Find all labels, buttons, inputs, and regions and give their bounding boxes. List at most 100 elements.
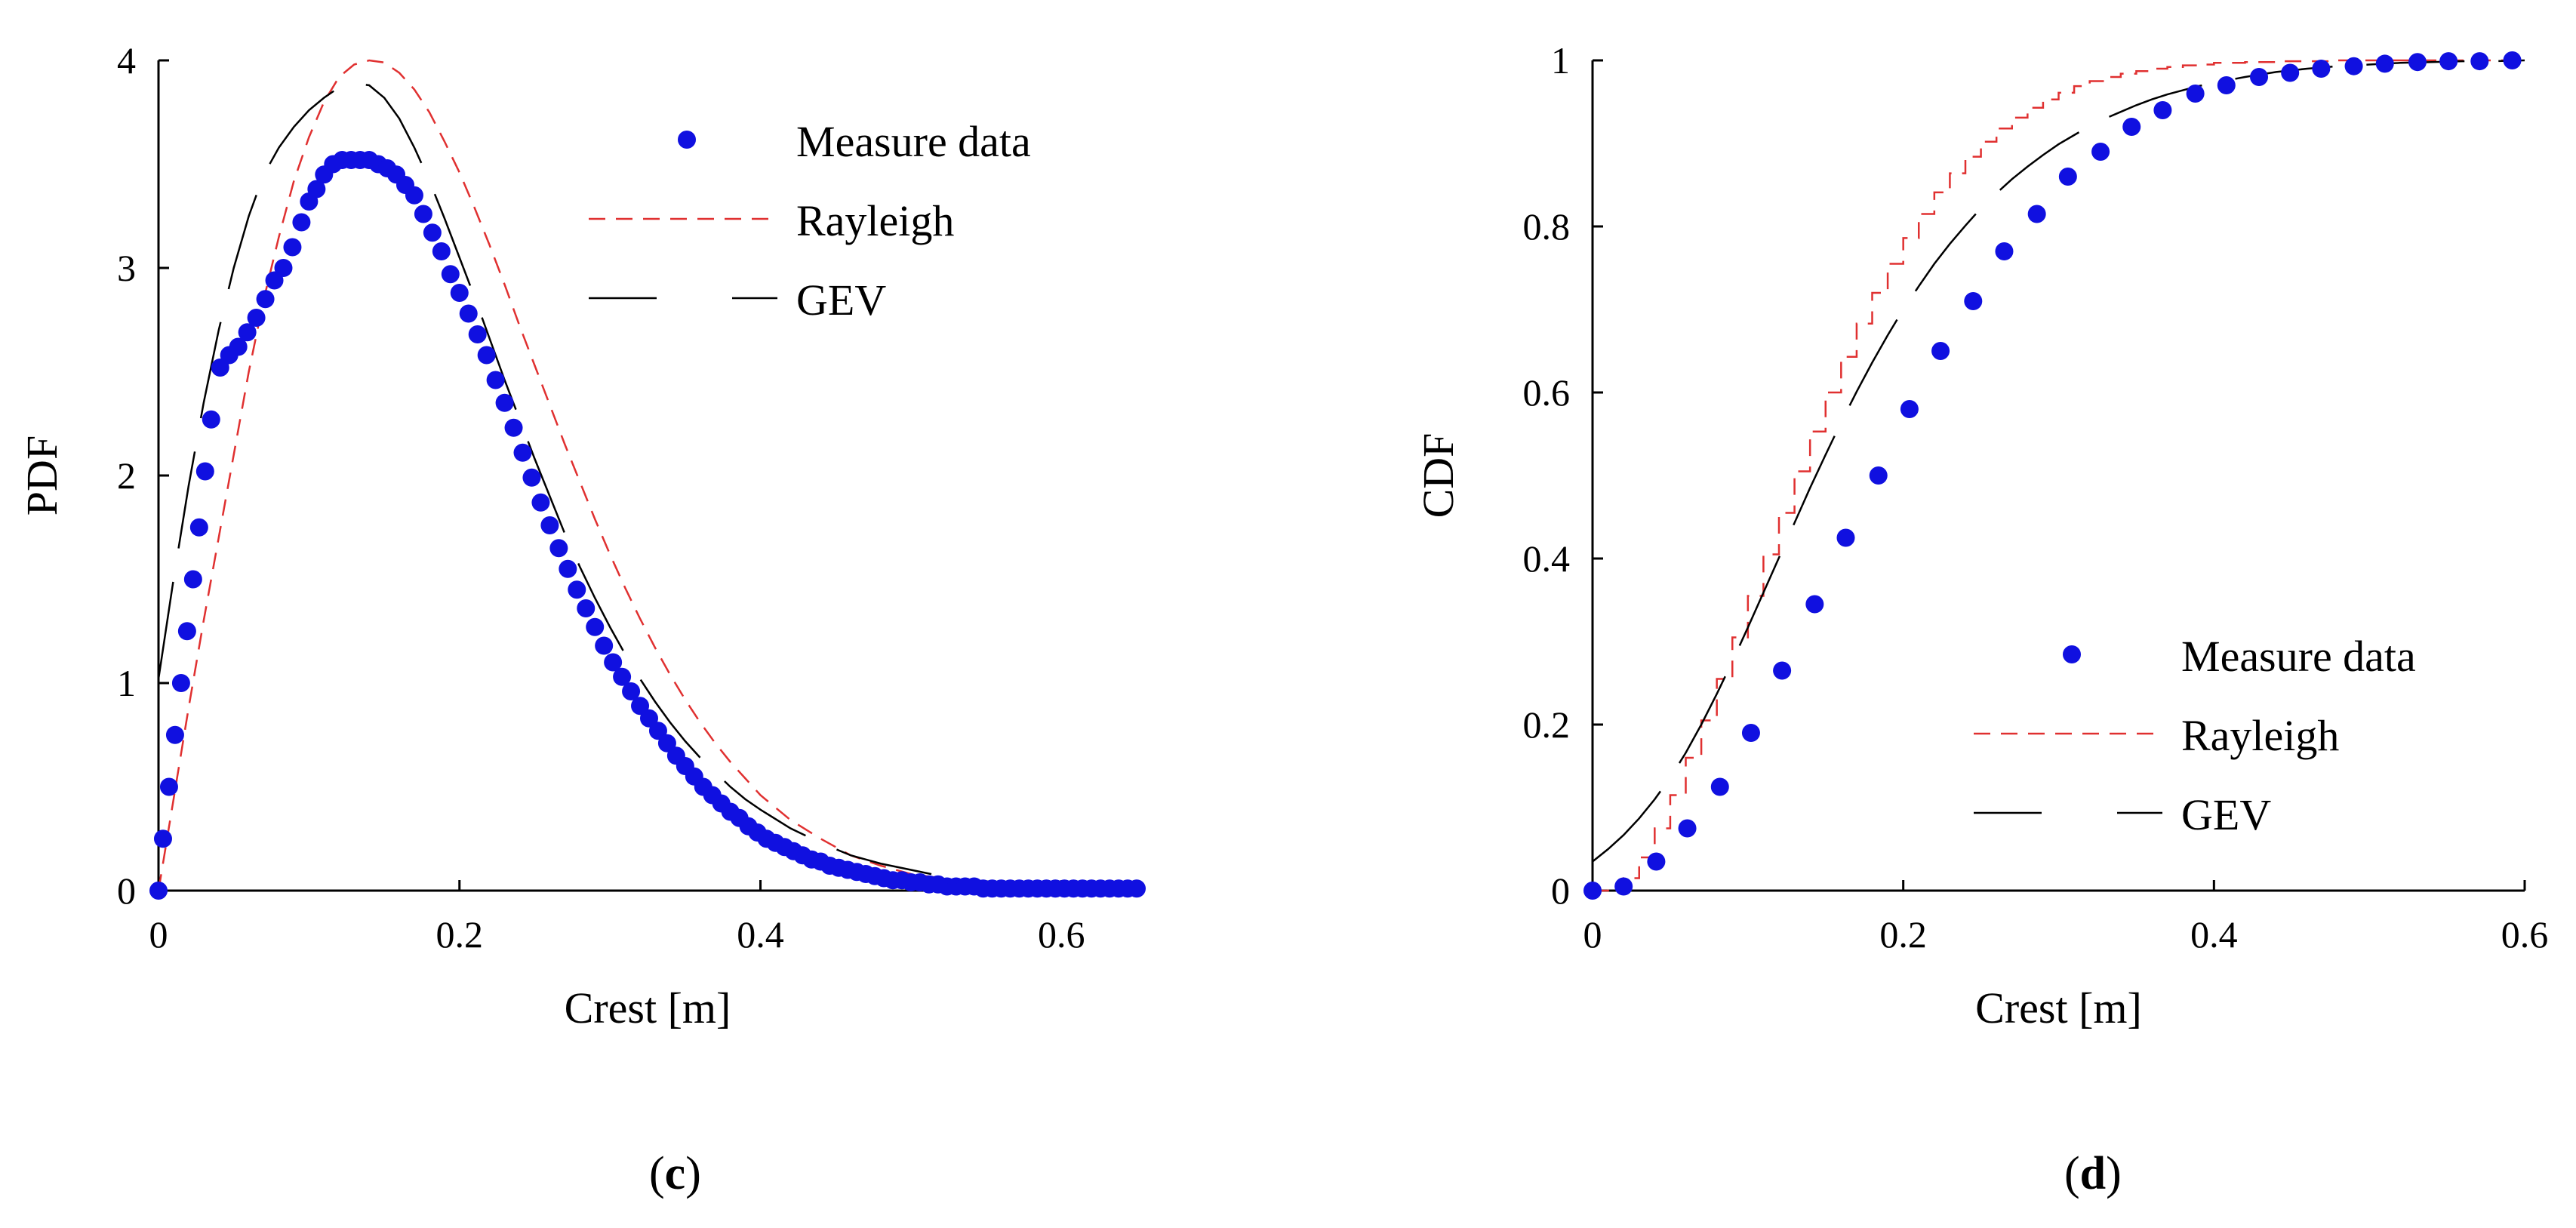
- pdf-x-tick-label: 0.4: [737, 913, 784, 956]
- cdf-measure-point: [2186, 85, 2205, 103]
- pdf-measure-point: [238, 323, 257, 342]
- pdf-measure-point: [265, 271, 284, 290]
- panel-letter: d: [2080, 1148, 2106, 1199]
- panel-close-paren: ): [685, 1148, 701, 1199]
- pdf-y-axis-label: PDF: [17, 435, 66, 516]
- pdf-measure-point: [595, 636, 614, 655]
- cdf-x-axis-label: Crest [m]: [1975, 983, 2142, 1033]
- cdf-measure-point: [2408, 53, 2427, 72]
- pdf-measure-point: [159, 777, 178, 796]
- pdf-measure-point: [657, 734, 676, 752]
- cdf-measure-point: [2250, 68, 2269, 86]
- cdf-measure-point: [1931, 342, 1950, 360]
- cdf-x-tick-label: 0: [1583, 913, 1602, 956]
- cdf-measure-point: [1869, 466, 1888, 485]
- pdf-measure-point: [495, 393, 514, 412]
- pdf-measure-point: [568, 580, 586, 599]
- cdf-measure-point: [1900, 400, 1919, 418]
- pdf-legend-marker-dot: [678, 131, 696, 149]
- pdf-measure-point: [307, 180, 326, 199]
- pdf-measure-point: [477, 346, 496, 365]
- pdf-measure-point: [504, 418, 523, 437]
- pdf-x-tick-label: 0: [149, 913, 168, 956]
- pdf-measure-point: [247, 309, 266, 327]
- panel-letter: c: [665, 1148, 686, 1199]
- pdf-measure-point: [202, 410, 220, 429]
- cdf-measure-point: [1710, 777, 1729, 796]
- cdf-y-tick-label: 0: [1551, 869, 1570, 912]
- cdf-legend-label: GEV: [2181, 790, 2271, 839]
- cdf-y-tick-label: 0.6: [1523, 371, 1571, 414]
- cdf-series-rayleigh: [1593, 59, 2525, 892]
- cdf-measure-point: [2439, 52, 2458, 71]
- pdf-measure-point: [450, 284, 469, 302]
- pdf-y-tick-label: 3: [117, 247, 136, 289]
- pdf-y-tick-label: 1: [117, 662, 136, 704]
- pdf-legend-label: Rayleigh: [796, 196, 954, 245]
- pdf-measure-point: [274, 259, 293, 277]
- pdf-measure-point: [229, 337, 248, 356]
- cdf-measure-point: [2281, 63, 2300, 82]
- pdf-x-axis-label: Crest [m]: [565, 983, 731, 1033]
- pdf-y-tick-label: 0: [117, 869, 136, 912]
- cdf-x-tick-label: 0.6: [2501, 913, 2549, 956]
- cdf-measure-point: [2470, 52, 2489, 71]
- cdf-measure-point: [1647, 852, 1666, 871]
- pdf-measure-point: [613, 667, 632, 686]
- cdf-series-gev: [1592, 59, 2525, 863]
- cdf-y-tick-label: 0.2: [1523, 703, 1571, 746]
- cdf-measure-point: [1805, 595, 1824, 614]
- pdf-measure-point: [586, 617, 605, 636]
- pdf-measure-point: [531, 493, 550, 512]
- pdf-series-rayleigh: [157, 59, 1122, 892]
- cdf-legend-marker-dot: [2063, 645, 2081, 663]
- pdf-measure-point: [153, 829, 172, 848]
- pdf-measure-point: [648, 722, 667, 740]
- cdf-y-tick-label: 0.8: [1523, 205, 1571, 248]
- pdf-y-tick-label: 2: [117, 454, 136, 497]
- cdf-measure-point: [1678, 819, 1697, 838]
- pdf-measure-point: [292, 213, 311, 232]
- pdf-measure-point: [256, 290, 275, 309]
- pdf-measure-point: [177, 622, 196, 641]
- pdf-measure-point: [432, 242, 451, 260]
- pdf-measure-point: [540, 516, 559, 534]
- cdf-measure-point: [1614, 877, 1633, 896]
- pdf-measure-point: [549, 539, 568, 558]
- pdf-measure-point: [468, 325, 487, 343]
- pdf-measure-point: [559, 559, 577, 578]
- pdf-measure-point: [149, 882, 168, 900]
- pdf-measure-point: [1128, 879, 1146, 898]
- cdf-measure-point: [2217, 76, 2236, 94]
- pdf-measure-point: [211, 359, 229, 377]
- pdf-measure-point: [486, 371, 505, 389]
- pdf-legend-label: Measure data: [796, 117, 1031, 166]
- panel-close-paren: ): [2106, 1148, 2122, 1199]
- pdf-measure-point: [577, 599, 596, 617]
- cdf-y-tick-label: 0.4: [1523, 537, 1571, 580]
- pdf-panel-label: (c): [649, 1148, 701, 1199]
- pdf-measure-point: [183, 570, 202, 589]
- chart-cdf: 0 0.2 0.4 0.6 0 0.2 0.4 0.6 0.8 1 Crest [m] CDF Meas…: [1414, 39, 2548, 1199]
- pdf-measure-point: [622, 682, 641, 700]
- panel-open-paren: (: [649, 1148, 665, 1199]
- pdf-measure-point: [459, 304, 478, 323]
- pdf-measure-point: [414, 205, 432, 223]
- cdf-measure-point: [1741, 724, 1760, 742]
- cdf-panel-label: (d): [2064, 1148, 2122, 1199]
- panel-open-paren: (: [2064, 1148, 2080, 1199]
- cdf-legend-label: Measure data: [2181, 632, 2416, 681]
- pdf-x-tick-label: 0.6: [1038, 913, 1085, 956]
- cdf-measure-point: [2058, 168, 2077, 186]
- cdf-measure-point: [2312, 60, 2331, 78]
- pdf-measure-point: [283, 238, 302, 257]
- pdf-measure-point: [423, 223, 442, 242]
- cdf-measure-point: [2375, 54, 2394, 73]
- cdf-measure-point: [2027, 205, 2046, 223]
- cdf-measure-point: [2503, 51, 2522, 69]
- pdf-x-tick-label: 0.2: [436, 913, 484, 956]
- cdf-measure-point: [1995, 242, 2014, 260]
- pdf-measure-point: [639, 709, 658, 728]
- pdf-legend-label: GEV: [796, 275, 886, 325]
